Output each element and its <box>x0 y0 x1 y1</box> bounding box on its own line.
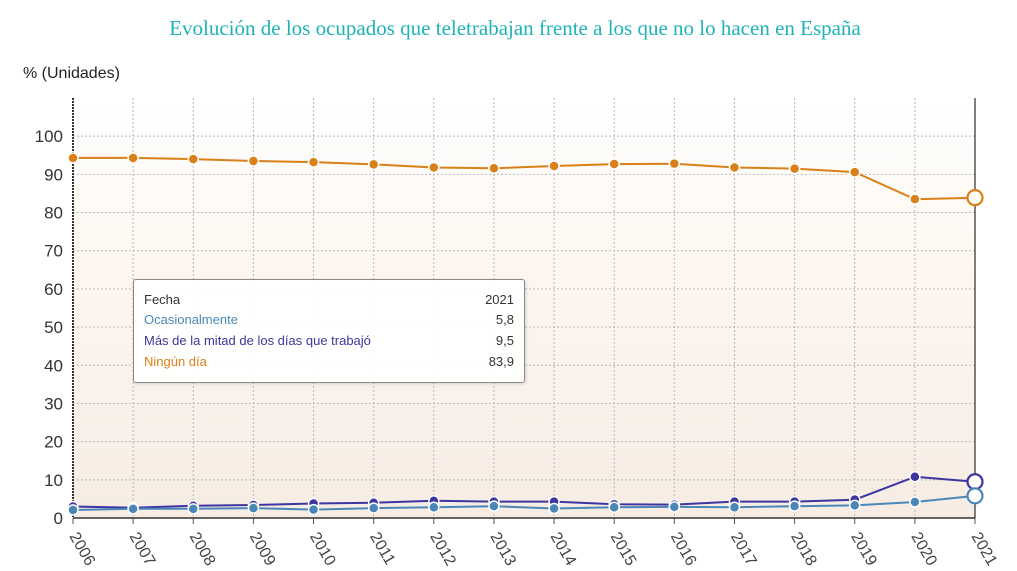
data-point <box>909 193 921 205</box>
data-point <box>668 501 681 513</box>
x-tick-label: 2017 <box>727 530 760 569</box>
data-point <box>488 162 500 175</box>
data-point <box>67 504 79 516</box>
y-tick-label: 70 <box>44 242 63 261</box>
data-point <box>67 152 79 164</box>
x-tick-label: 2016 <box>667 530 700 569</box>
series-line <box>72 494 976 511</box>
tooltip-row-label: Más de la mitad de los días que trabajó <box>144 333 371 348</box>
data-point <box>307 503 320 516</box>
data-point <box>488 500 500 512</box>
series-ningun-dia <box>67 152 984 207</box>
data-point <box>728 161 741 174</box>
tooltip-row-mas-de-la-mitad: Más de la mitad de los días que trabajó … <box>144 333 514 351</box>
x-tick-label: 2020 <box>907 530 940 569</box>
x-tick-label: 2012 <box>426 530 459 569</box>
tooltip: Fecha 2021 Ocasionalmente 5,8 Más de la … <box>133 279 525 383</box>
x-tick-label: 2006 <box>66 530 99 569</box>
data-point <box>127 152 139 164</box>
data-point <box>909 496 921 508</box>
data-point <box>428 161 440 174</box>
data-point <box>788 162 801 175</box>
x-tick-label: 2021 <box>968 530 1001 569</box>
data-point <box>608 158 620 170</box>
x-tick-label: 2014 <box>547 530 580 569</box>
y-axis-ticks: 0 10 20 30 40 50 60 70 80 90 100 <box>35 127 63 528</box>
data-point <box>788 500 801 512</box>
tooltip-row-label: Ningún día <box>144 354 207 369</box>
chart-title: Evolución de los ocupados que teletrabaj… <box>169 16 861 40</box>
data-point-highlight <box>966 473 984 491</box>
x-tick-label: 2018 <box>787 530 820 569</box>
data-point <box>428 501 440 514</box>
tooltip-header-value: 2021 <box>485 292 514 307</box>
data-point-highlight <box>966 189 984 207</box>
data-point <box>367 158 380 171</box>
series <box>67 152 984 516</box>
x-tick-label: 2015 <box>607 530 640 569</box>
data-point <box>548 160 560 172</box>
y-tick-label: 80 <box>44 204 63 223</box>
data-point <box>247 155 260 167</box>
y-tick-label: 10 <box>44 471 63 490</box>
data-point <box>187 153 200 165</box>
data-point <box>848 499 861 512</box>
x-tick-label: 2019 <box>847 530 880 569</box>
series-line <box>72 475 976 509</box>
y-tick-label: 0 <box>54 509 63 528</box>
y-tick-label: 50 <box>44 318 63 337</box>
axes <box>72 98 976 524</box>
data-point-highlight <box>966 487 984 505</box>
data-point <box>608 501 620 514</box>
tooltip-row-label: Ocasionalmente <box>144 312 238 327</box>
data-point <box>728 501 741 514</box>
x-axis-ticks: 2006 2007 2008 2009 2010 2011 2012 2013 2014 2015… <box>66 530 1001 569</box>
y-tick-label: 60 <box>44 280 63 299</box>
y-tick-label: 100 <box>35 127 63 146</box>
tooltip-row-value: 83,9 <box>488 354 514 369</box>
x-tick-label: 2008 <box>186 530 219 569</box>
data-point <box>187 503 200 515</box>
data-point <box>127 503 139 515</box>
data-point <box>367 502 380 514</box>
y-tick-label: 90 <box>44 165 63 184</box>
tooltip-row-value: 9,5 <box>495 333 514 348</box>
x-tick-label: 2013 <box>486 530 519 569</box>
tooltip-row-ocasionalmente: Ocasionalmente 5,8 <box>144 312 514 330</box>
data-point <box>909 471 921 483</box>
data-point <box>307 156 320 168</box>
x-tick-label: 2007 <box>126 530 159 569</box>
y-axis-unit-label: % (Unidades) <box>23 65 120 82</box>
series-ocasionalmente <box>67 487 984 516</box>
tooltip-row-value: 5,8 <box>495 312 514 327</box>
y-tick-label: 40 <box>44 356 63 375</box>
data-point <box>548 502 560 515</box>
data-point <box>848 166 861 178</box>
tooltip-row-ningun-dia: Ningún día 83,9 <box>144 354 514 372</box>
x-tick-label: 2011 <box>366 530 398 568</box>
y-tick-label: 20 <box>44 433 63 452</box>
x-tick-label: 2010 <box>306 530 339 569</box>
x-tick-label: 2009 <box>246 530 279 569</box>
y-tick-label: 30 <box>44 394 63 413</box>
tooltip-header-label: Fecha <box>144 292 181 307</box>
tooltip-header-row: Fecha 2021 <box>144 292 514 310</box>
data-point <box>668 157 681 170</box>
data-point <box>247 502 260 514</box>
series-line <box>73 156 976 201</box>
